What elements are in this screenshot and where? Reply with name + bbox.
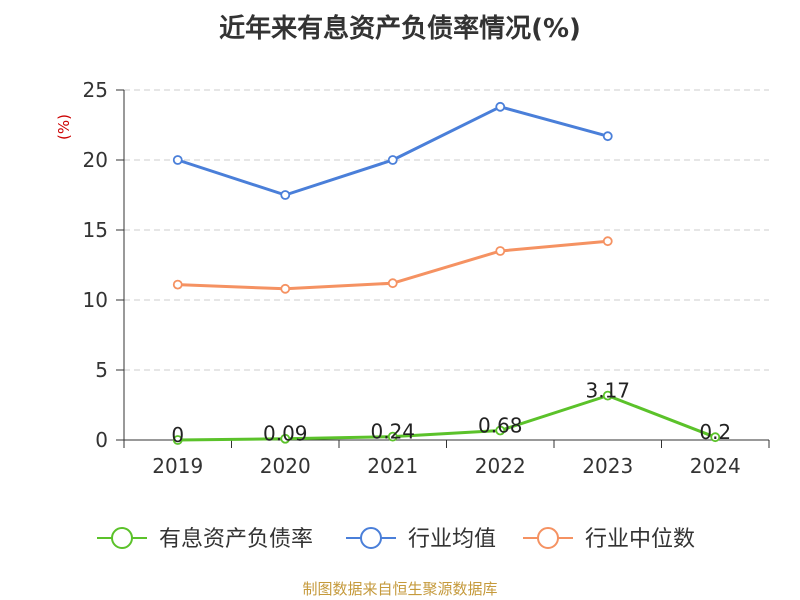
x-tick-label: 2024 [690,454,741,478]
data-point [280,283,291,294]
legend-label: 有息资产负债率 [159,527,313,552]
data-point [495,101,506,112]
source-note: 制图数据来自恒生聚源数据库 [302,580,498,598]
data-point [495,425,506,436]
y-tick-label: 15 [83,218,108,242]
series-line [177,105,609,197]
y-tick-label: 20 [83,148,108,172]
series-line [177,394,716,442]
data-point [280,433,291,444]
data-point [172,155,183,165]
data-point [172,279,183,290]
series-lines [172,101,721,445]
x-tick-label: 2021 [367,454,418,478]
data-point [387,278,398,289]
legend-item: 有息资产负债率 [97,527,313,552]
x-tick-label: 2023 [582,454,633,478]
data-label: 0 [171,423,184,447]
data-point [710,432,721,443]
data-point [172,435,183,445]
legend-swatch-marker [537,527,559,549]
data-label: 0.24 [370,420,415,444]
legend-label: 行业均值 [408,527,496,552]
legend-swatch-marker [111,527,133,549]
legend-item: 行业均值 [346,527,496,552]
data-point [387,155,398,165]
data-point [602,390,613,401]
data-label: 0.09 [263,422,308,446]
legend-item: 行业中位数 [523,527,695,552]
axes: 0 5 10 15 20 25 2019 2020 2021 2022 2023 2024 [83,78,770,478]
data-labels: 0 0.09 0.24 0.68 3.17 0.2 [171,379,731,447]
y-axis-label: (%) [55,114,73,140]
data-point [495,246,506,256]
x-tick-label: 2022 [475,454,526,478]
y-tick-label: 10 [83,288,108,312]
legend-swatch-marker [360,527,382,549]
data-label: 0.68 [478,413,523,437]
grid-lines [124,89,769,371]
data-point [602,131,613,142]
data-point [280,190,291,200]
data-label: 0.2 [699,420,731,444]
legend: 有息资产负债率 行业均值 行业中位数 [97,527,695,552]
legend-label: 行业中位数 [585,527,695,552]
data-label: 3.17 [585,379,630,403]
data-point [602,236,613,247]
x-tick-label: 2020 [260,454,311,478]
chart-title: 近年来有息资产负债率情况(%) [219,14,581,44]
y-tick-label: 25 [83,78,108,102]
y-tick-label: 5 [95,358,108,382]
data-point [387,431,398,442]
x-tick-label: 2019 [152,454,203,478]
y-tick-label: 0 [95,428,108,452]
